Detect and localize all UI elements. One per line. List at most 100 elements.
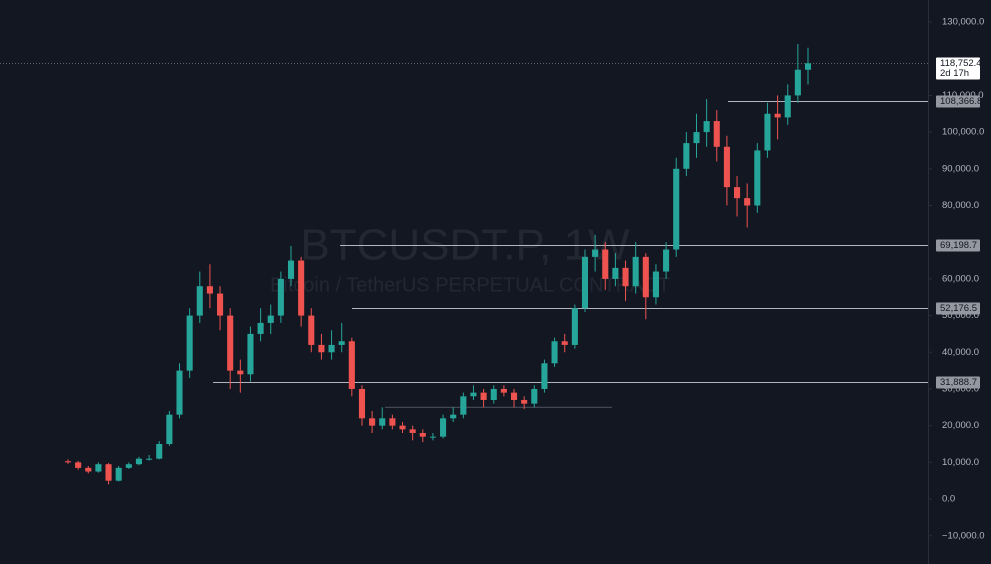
y-tick-label: 100,000.0 (942, 127, 984, 138)
candle-body (470, 392, 477, 397)
candle-body (673, 168, 680, 250)
candle-body (693, 132, 700, 144)
candle-body (642, 256, 649, 298)
candle-body (358, 388, 366, 419)
candle-body (632, 256, 639, 287)
candle-body (146, 458, 153, 460)
level-badge (936, 239, 980, 252)
y-tick-label: 10,000.0 (942, 457, 979, 468)
candle-body (713, 121, 720, 147)
last-price-label: 118,752.4 (940, 58, 982, 69)
candle-body (64, 461, 72, 463)
candle-body (571, 308, 578, 345)
candle-body (156, 444, 163, 459)
level-badge (936, 95, 980, 108)
candle-body (744, 198, 751, 206)
candle-body (247, 333, 254, 375)
candle-body (328, 344, 335, 353)
candle-body (764, 113, 771, 151)
candle-body (663, 249, 670, 272)
level-badge (936, 302, 980, 315)
y-tick-label: 80,000.0 (942, 200, 979, 211)
y-tick-label: 40,000.0 (942, 347, 979, 358)
candle-body (237, 370, 244, 375)
candle-body (734, 187, 741, 199)
level-label: 31,888.7 (940, 377, 977, 388)
candle-body (683, 143, 690, 169)
candle-body (166, 414, 173, 445)
y-tick-label: 60,000.0 (942, 273, 979, 284)
candle-body (217, 293, 224, 316)
y-tick-label: 50,000.0 (942, 310, 979, 321)
candle-body (521, 399, 528, 404)
y-tick-label: −10,000.0 (942, 530, 985, 541)
candle-body (125, 464, 132, 468)
candle-body (95, 464, 102, 472)
candle-body (500, 388, 507, 393)
candle-body (257, 322, 264, 334)
candle-body (440, 418, 447, 437)
level-label: 69,198.7 (940, 240, 977, 251)
candle-body (115, 467, 122, 481)
candle-body (510, 392, 518, 400)
candle-body (267, 315, 274, 323)
candle-body (541, 363, 548, 389)
candle-body (622, 267, 629, 287)
candle-body (490, 388, 497, 400)
candle-body (652, 271, 659, 298)
y-tick-label: 90,000.0 (942, 163, 979, 174)
candle-body (298, 260, 305, 316)
y-tick-label: 110,000.0 (942, 90, 984, 101)
candle-body (227, 315, 234, 371)
y-tick-label: 0.0 (942, 494, 955, 505)
level-label: 52,176.5 (940, 303, 977, 314)
candle-body (531, 388, 538, 404)
candle-body (612, 267, 619, 279)
candle-body (85, 467, 92, 472)
candle-body (348, 341, 355, 389)
candle-body (176, 370, 183, 415)
candle-body (287, 260, 295, 279)
candle-body (561, 341, 568, 345)
candle-body (774, 113, 781, 118)
candle-body (703, 121, 710, 133)
candle-body (379, 418, 386, 426)
level-badge (936, 376, 980, 389)
candle-body (196, 286, 203, 316)
candle-body (419, 432, 426, 437)
candle-body (592, 249, 599, 257)
candle-body (460, 396, 467, 415)
candle-body (186, 315, 193, 371)
last-price-badge (936, 57, 980, 80)
candle-body (338, 341, 345, 345)
candle-body (581, 256, 589, 309)
candle-body (754, 150, 761, 206)
watermark-description: Bitcoin / TetherUS PERPETUAL CONTRACT (270, 274, 670, 296)
candle-body (277, 278, 284, 316)
candle-body (429, 436, 436, 438)
y-tick-label: 30,000.0 (942, 383, 979, 394)
candle-body (450, 414, 457, 419)
candle-body (75, 462, 82, 468)
countdown-label: 2d 17h (940, 68, 969, 79)
candle-body (389, 418, 396, 426)
candle-body (723, 146, 730, 188)
level-label: 108,366.8 (940, 96, 982, 107)
candle-body (409, 429, 416, 433)
candle-body (308, 315, 315, 345)
y-tick-label: 130,000.0 (942, 17, 984, 28)
y-tick-label: 20,000.0 (942, 420, 979, 431)
candle-body (602, 249, 609, 279)
candle-body (804, 63, 812, 70)
candle-body (206, 286, 213, 294)
candle-body (318, 344, 325, 353)
candle-body (105, 464, 112, 481)
candle-body (369, 418, 376, 426)
candle-body (480, 392, 487, 400)
candle-body (135, 458, 142, 465)
candle-body (399, 425, 406, 430)
candle-body (794, 69, 801, 96)
